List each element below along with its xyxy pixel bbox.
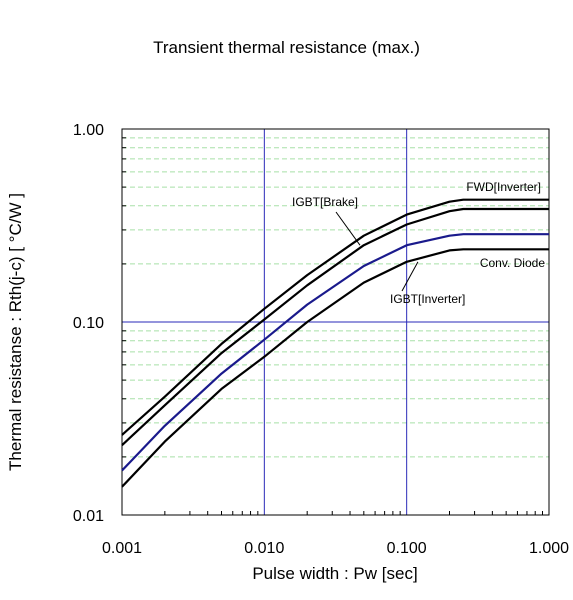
y-tick-label: 1.00 bbox=[73, 122, 104, 139]
chart-title: Transient thermal resistance (max.) bbox=[153, 38, 420, 57]
annotation-label: Conv. Diode bbox=[480, 256, 545, 270]
series-line bbox=[121, 248, 549, 488]
series-line bbox=[121, 198, 549, 436]
x-tick-label: 0.010 bbox=[244, 540, 284, 557]
annotation-leader bbox=[335, 211, 361, 246]
plot-frame bbox=[121, 128, 550, 516]
x-axis-label: Pulse width : Pw [sec] bbox=[252, 564, 418, 583]
y-axis-label: Thermal resistanse : Rth(j-c) [ °C/W ] bbox=[6, 193, 25, 471]
annotation-label: IGBT[Inverter] bbox=[390, 292, 465, 306]
x-tick-label: 1.000 bbox=[529, 540, 569, 557]
annotation-label: IGBT[Brake] bbox=[292, 195, 358, 209]
annotation-label: FWD[Inverter] bbox=[466, 180, 541, 194]
y-tick-label: 0.10 bbox=[73, 315, 104, 332]
annotation-leader bbox=[401, 261, 419, 292]
series-line bbox=[121, 233, 549, 472]
x-tick-label: 0.100 bbox=[387, 540, 427, 557]
series-line bbox=[121, 207, 549, 447]
y-tick-label: 0.01 bbox=[73, 508, 104, 525]
x-tick-label: 0.001 bbox=[102, 540, 142, 557]
